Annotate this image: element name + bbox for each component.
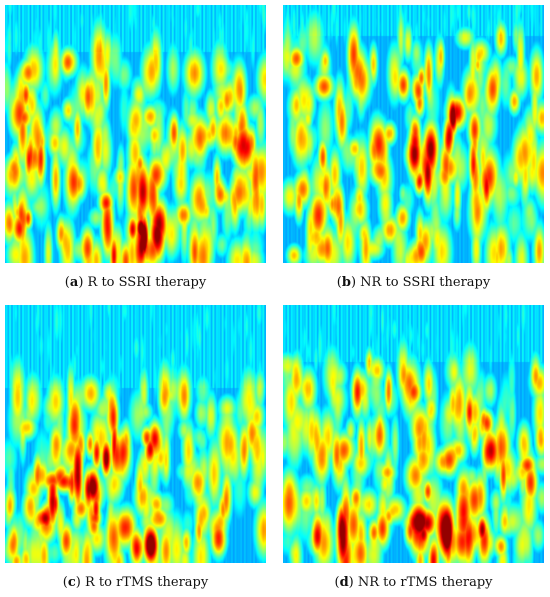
caption-letter-b: b: [341, 275, 351, 290]
caption-letter-a: a: [69, 275, 79, 290]
scalogram-panel-a: [5, 5, 266, 263]
scalogram-heatmap-d: [283, 305, 544, 563]
caption-text-c: R to rTMS therapy: [84, 575, 209, 590]
caption-letter-c: c: [67, 575, 76, 590]
caption-text-b: NR to SSRI therapy: [360, 275, 491, 290]
scalogram-panel-c: [5, 305, 266, 563]
scalogram-panel-d: [283, 305, 544, 563]
scalogram-heatmap-b: [283, 5, 544, 263]
caption-d: (d) NR to rTMS therapy: [334, 575, 493, 590]
scalogram-heatmap-c: [5, 305, 266, 563]
caption-text-a: R to SSRI therapy: [87, 275, 207, 290]
caption-text-d: NR to rTMS therapy: [357, 575, 493, 590]
scalogram-heatmap-a: [5, 5, 266, 263]
scalogram-panel-b: [283, 5, 544, 263]
caption-b: (b) NR to SSRI therapy: [336, 275, 491, 290]
caption-c: (c) R to rTMS therapy: [62, 575, 209, 590]
caption-letter-d: d: [339, 575, 349, 590]
caption-a: (a) R to SSRI therapy: [64, 275, 207, 290]
